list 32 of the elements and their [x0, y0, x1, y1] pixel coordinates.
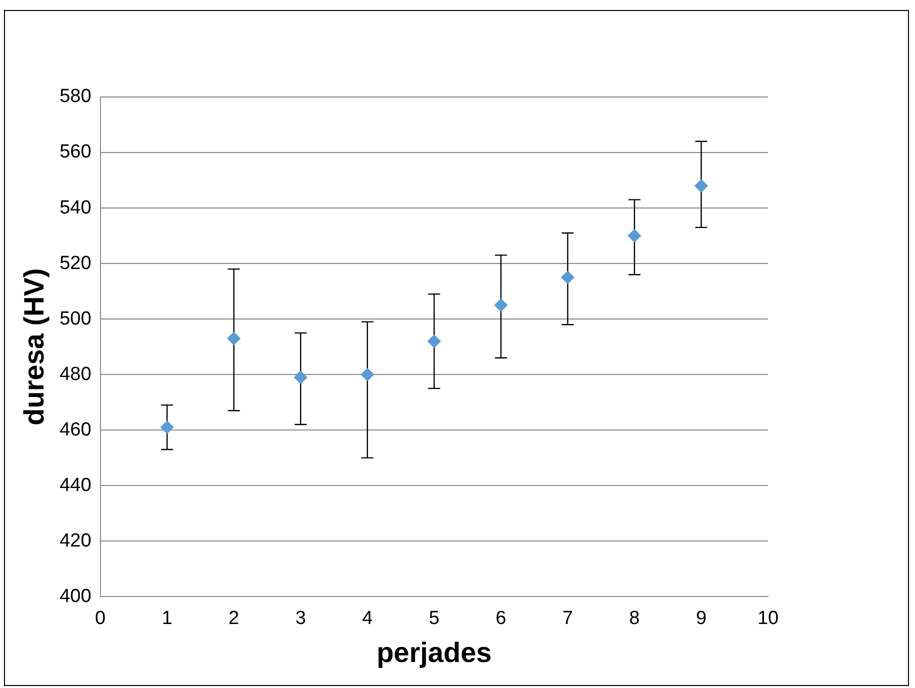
point: [428, 334, 441, 348]
x-axis-title: perjades: [376, 636, 492, 668]
y-tick-label: 540: [60, 197, 92, 218]
y-tick-label: 420: [60, 530, 92, 552]
y-axis-title: duresa (HV): [18, 268, 50, 426]
x-tick-label: 5: [428, 608, 440, 630]
point: [694, 179, 708, 192]
point: [294, 370, 308, 384]
x-tick-label: 10: [757, 608, 779, 630]
x-tick-label: 0: [95, 608, 106, 630]
x-tick-label: 7: [562, 608, 573, 630]
x-tick-label: 4: [362, 608, 374, 630]
y-tick-label: 500: [60, 308, 92, 330]
y-tick-label: 480: [60, 364, 92, 385]
y-tick-label: 440: [60, 474, 92, 496]
x-tick-label: 1: [162, 608, 172, 630]
y-tick-label: 580: [60, 86, 92, 108]
x-tick-label: 6: [496, 608, 506, 630]
y-tick-label: 460: [60, 419, 92, 440]
x-tick-label: 3: [295, 608, 306, 630]
y-tick-label: 520: [60, 252, 92, 274]
point: [561, 270, 574, 284]
y-tick-label: 400: [60, 586, 92, 607]
point: [227, 332, 240, 345]
point: [628, 229, 641, 242]
x-tick-label: 2: [228, 608, 240, 630]
x-tick-label: 8: [629, 608, 640, 630]
y-tick-label: 560: [60, 142, 92, 163]
point: [494, 298, 508, 312]
point: [360, 368, 374, 382]
point: [160, 420, 174, 434]
x-tick-label: 9: [696, 608, 707, 630]
